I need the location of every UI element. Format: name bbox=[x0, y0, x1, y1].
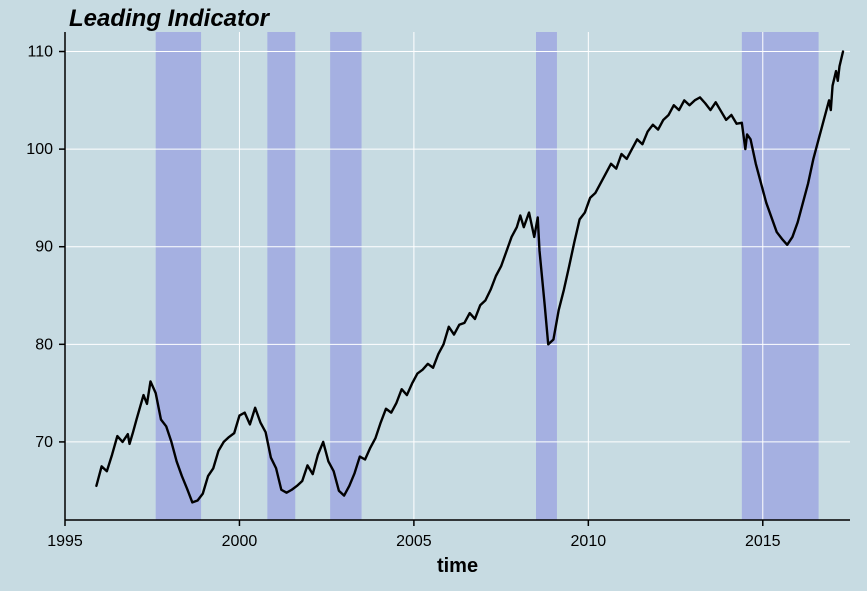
y-tick-label: 100 bbox=[26, 141, 53, 158]
x-tick-label: 2015 bbox=[745, 533, 781, 550]
recession-band bbox=[330, 32, 361, 520]
x-tick-label: 2000 bbox=[222, 533, 258, 550]
y-tick-label: 80 bbox=[35, 336, 53, 353]
x-axis-label: time bbox=[437, 555, 478, 577]
recession-band bbox=[742, 32, 819, 520]
chart-title: Leading Indicator bbox=[69, 5, 271, 32]
recession-band bbox=[156, 32, 201, 520]
y-tick-label: 90 bbox=[35, 239, 53, 256]
y-tick-label: 110 bbox=[27, 44, 53, 61]
x-tick-label: 2010 bbox=[571, 533, 607, 550]
leading-indicator-chart: 70 80 90 100 110 1995 2000 2005 2010 2015 Leading … bbox=[0, 0, 867, 591]
recession-band bbox=[536, 32, 557, 520]
recession-band bbox=[267, 32, 295, 520]
y-tick-label: 70 bbox=[35, 434, 53, 451]
x-tick-label: 2005 bbox=[396, 533, 432, 550]
x-tick-label: 1995 bbox=[47, 533, 83, 550]
